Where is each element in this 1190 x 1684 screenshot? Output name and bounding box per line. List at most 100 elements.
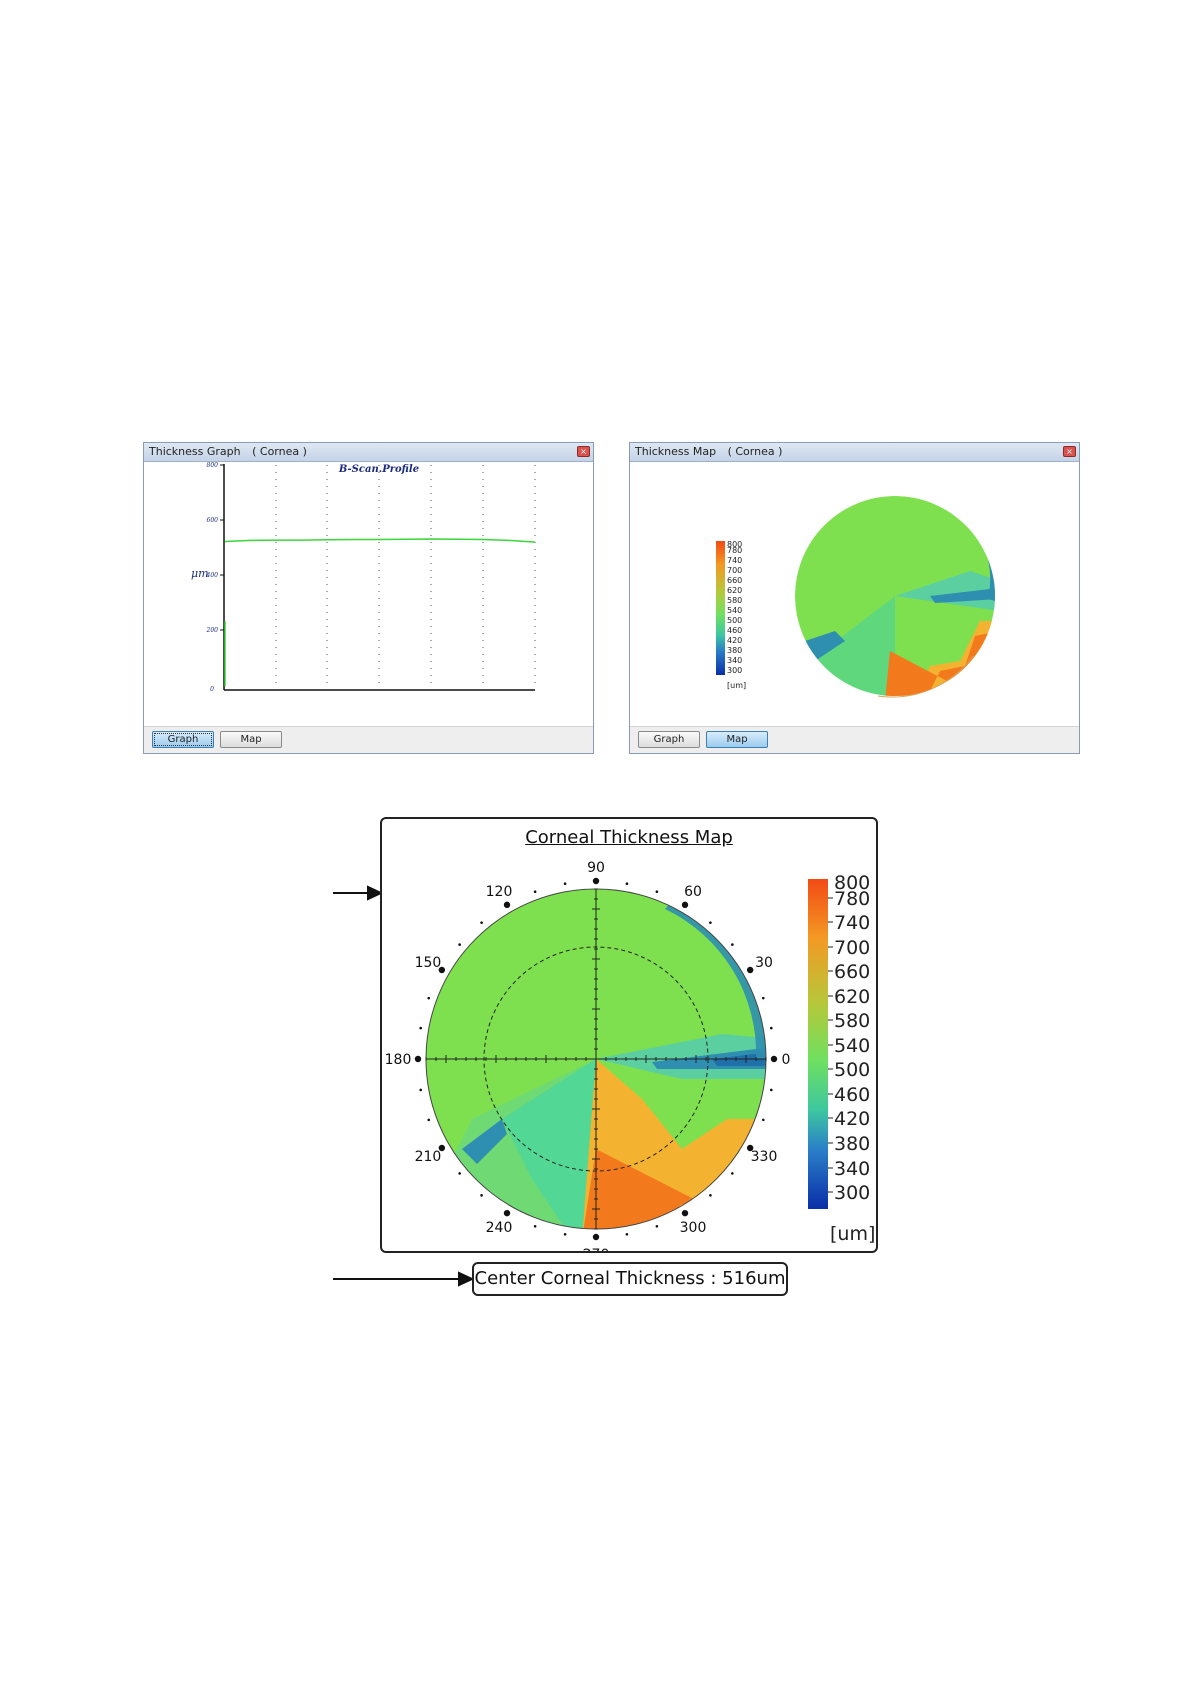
rim-minor-dot (480, 1194, 483, 1197)
scale-label: 420 (727, 636, 742, 645)
scale-label: 800 (834, 872, 870, 894)
angle-label: 210 (415, 1149, 442, 1165)
scale-label: 780 (834, 888, 870, 910)
y-axis-label: μm (191, 567, 209, 580)
rim-minor-dot (761, 996, 765, 1000)
corneal-thickness-figure: Corneal Thickness Map 800 780 740 700 660 620… (380, 817, 878, 1253)
map-window-title: Thickness Map (635, 445, 717, 458)
rim-minor-dot (769, 1088, 773, 1092)
thickness-profile-chart: B-Scan.Profile μm 800 600 400 200 0 (191, 462, 536, 693)
figure-title: Corneal Thickness Map (525, 827, 733, 848)
rim-major-dot (438, 966, 446, 974)
map-window-titlebar[interactable]: Thickness Map ( Cornea ) × (630, 443, 1079, 462)
scale-label: 660 (727, 576, 742, 585)
scale-label: 380 (834, 1133, 870, 1155)
scale-label: 620 (834, 986, 870, 1008)
rim-minor-dot (625, 1232, 629, 1236)
angle-label: 180 (385, 1052, 412, 1068)
map-tab-button[interactable]: Map (706, 731, 768, 748)
angle-label: 90 (587, 860, 605, 876)
corneal-thickness-map: 8007807407006606205805405004604203803403… (385, 860, 876, 1251)
rim-minor-dot (563, 882, 567, 886)
rim-minor-dot (427, 1118, 431, 1122)
rim-minor-dot (533, 1224, 537, 1228)
rim-minor-dot (625, 882, 629, 886)
rim-minor-dot (731, 943, 734, 946)
scale-label: 660 (834, 961, 870, 983)
thickness-map-disc (795, 496, 995, 696)
scale-label: 700 (834, 937, 870, 959)
rim-minor-dot (769, 1026, 773, 1030)
scale-label: 540 (834, 1035, 870, 1057)
angle-label: 0 (782, 1052, 791, 1068)
rim-minor-dot (563, 1232, 567, 1236)
scale-label: 420 (834, 1108, 870, 1130)
scale-label: 800 (727, 540, 742, 549)
rim-minor-dot (655, 890, 659, 894)
close-icon[interactable]: × (1063, 446, 1076, 457)
scale-label: 380 (727, 646, 742, 655)
angle-label: 240 (486, 1220, 513, 1236)
y-tick-label: 800 (207, 462, 219, 469)
rim-major-dot (746, 966, 754, 974)
rim-major-dot (681, 901, 689, 909)
scale-label: 340 (834, 1158, 870, 1180)
rim-major-dot (681, 1209, 689, 1217)
graph-window-subject: ( Cornea ) (252, 445, 307, 458)
scale-label: 580 (834, 1010, 870, 1032)
scale-unit: [um] (727, 681, 746, 690)
rim-minor-dot (731, 1172, 734, 1175)
scale-label: 340 (727, 656, 742, 665)
rim-major-dot (770, 1055, 778, 1063)
graph-tab-button[interactable]: Graph (638, 731, 700, 748)
thickness-map-panel: 8007807407006606205805405004604203803403… (716, 496, 995, 698)
close-icon[interactable]: × (577, 446, 590, 457)
color-scale-bar (716, 541, 725, 675)
map-tab-button[interactable]: Map (220, 731, 282, 748)
color-scale-bar (808, 879, 828, 1209)
graph-tab-button[interactable]: Graph (152, 731, 214, 748)
y-tick-label: 200 (206, 627, 219, 634)
graph-window-titlebar[interactable]: Thickness Graph ( Cornea ) × (144, 443, 593, 462)
scale-label: 780 (727, 546, 742, 555)
scale-label: 740 (834, 912, 870, 934)
rim-minor-dot (709, 921, 712, 924)
rim-major-dot (438, 1144, 446, 1152)
profile-series-line (224, 538, 536, 543)
rim-minor-dot (709, 1194, 712, 1197)
scale-label: 620 (727, 586, 742, 595)
rim-minor-dot (458, 943, 461, 946)
rim-major-dot (414, 1055, 422, 1063)
graph-window-footer: Graph Map (144, 726, 593, 753)
graph-window-title: Thickness Graph (149, 445, 241, 458)
rim-major-dot (503, 901, 511, 909)
angle-label: 270 (583, 1247, 610, 1251)
angle-label: 120 (486, 884, 513, 900)
rim-minor-dot (427, 996, 431, 1000)
scale-label: 700 (727, 566, 742, 575)
scale-label: 300 (727, 666, 742, 675)
map-window-footer: Graph Map (630, 726, 1079, 753)
y-tick-label: 0 (210, 686, 214, 693)
map-window-subject: ( Cornea ) (727, 445, 783, 458)
scale-label: 500 (834, 1059, 870, 1081)
rim-major-dot (592, 877, 600, 885)
rim-major-dot (746, 1144, 754, 1152)
scale-label: 540 (727, 606, 742, 615)
angle-label: 60 (684, 884, 702, 900)
angle-label: 30 (755, 955, 773, 971)
scale-unit: [um] (830, 1223, 875, 1245)
center-thickness-label: Center Corneal Thickness : 516um (472, 1262, 788, 1296)
rim-minor-dot (480, 921, 483, 924)
angle-label: 150 (415, 955, 442, 971)
rim-minor-dot (533, 890, 537, 894)
rim-minor-dot (761, 1118, 765, 1122)
scale-label: 300 (834, 1182, 870, 1204)
rim-minor-dot (419, 1088, 423, 1092)
angle-label: 300 (680, 1220, 707, 1236)
rim-major-dot (592, 1233, 600, 1241)
scale-label: 500 (727, 616, 742, 625)
rim-minor-dot (655, 1224, 659, 1228)
rim-major-dot (503, 1209, 511, 1217)
scale-label: 460 (727, 626, 742, 635)
